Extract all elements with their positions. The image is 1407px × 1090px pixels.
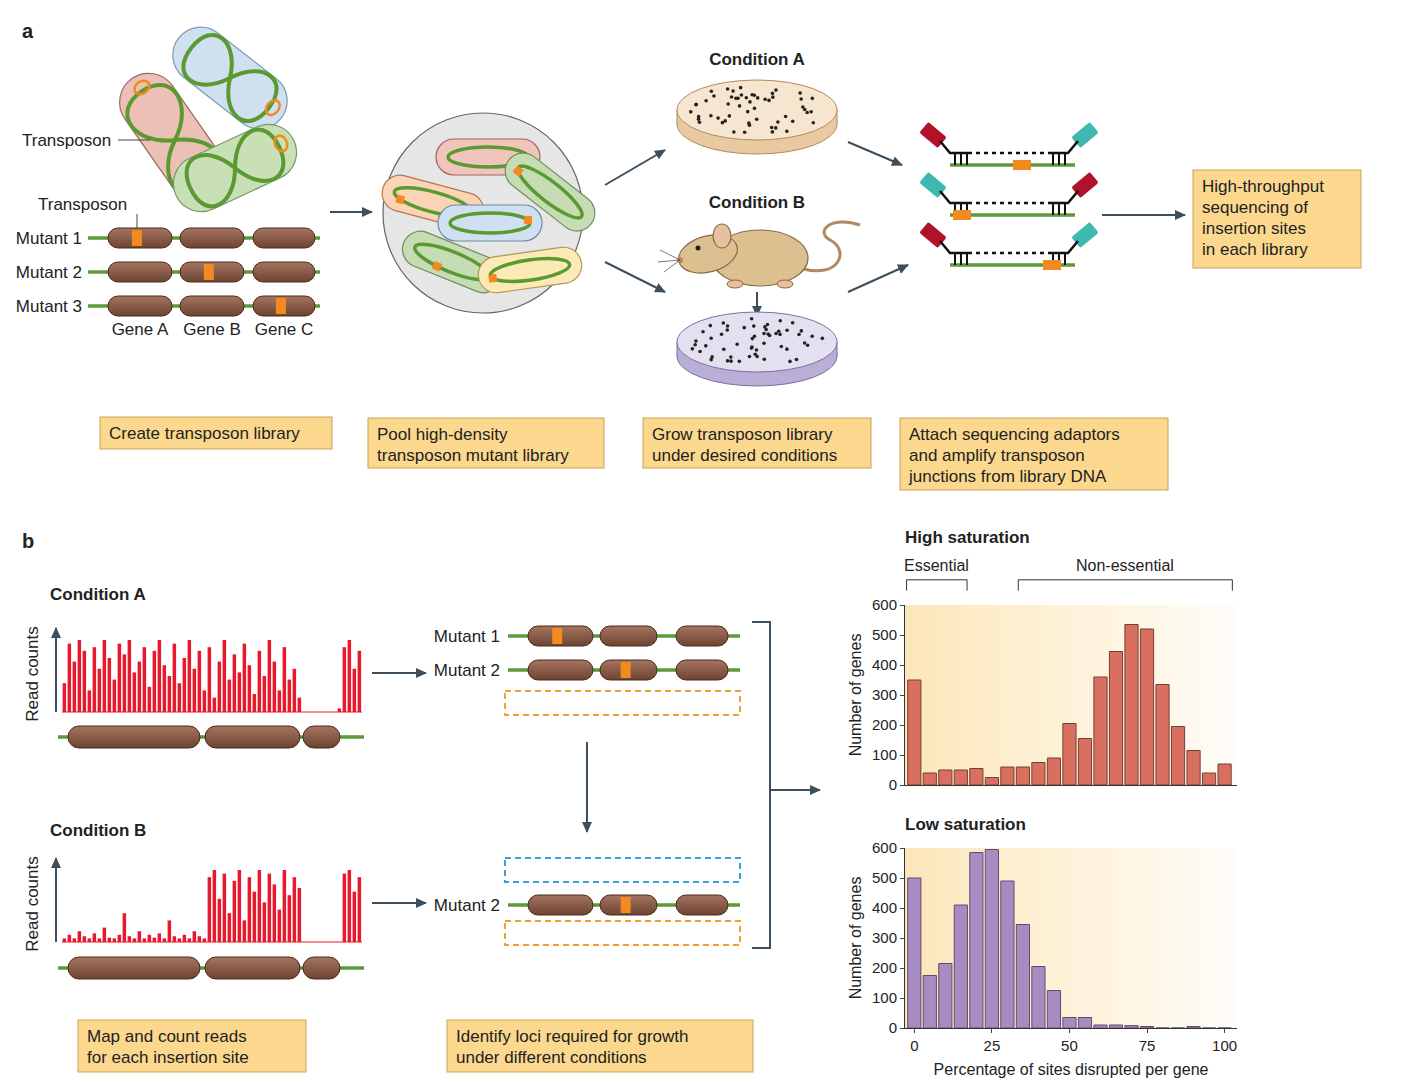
svg-text:400: 400 bbox=[872, 899, 897, 916]
svg-text:High-throughput: High-throughput bbox=[1202, 177, 1324, 196]
svg-text:Non-essential: Non-essential bbox=[1076, 557, 1174, 574]
svg-text:Mutant 2: Mutant 2 bbox=[434, 896, 500, 915]
svg-text:Condition B: Condition B bbox=[709, 193, 805, 212]
svg-text:Condition A: Condition A bbox=[709, 50, 805, 69]
svg-text:and amplify transposon: and amplify transposon bbox=[909, 446, 1085, 465]
svg-text:400: 400 bbox=[872, 656, 897, 673]
svg-text:Map and count reads: Map and count reads bbox=[87, 1027, 247, 1046]
svg-text:300: 300 bbox=[872, 929, 897, 946]
svg-text:50: 50 bbox=[1061, 1037, 1078, 1054]
svg-text:Transposon: Transposon bbox=[22, 131, 111, 150]
svg-text:Low saturation: Low saturation bbox=[905, 815, 1026, 834]
svg-text:Read counts: Read counts bbox=[23, 626, 42, 721]
svg-text:Pool high-density: Pool high-density bbox=[377, 425, 508, 444]
svg-text:Mutant 1: Mutant 1 bbox=[434, 627, 500, 646]
svg-text:transposon mutant library: transposon mutant library bbox=[377, 446, 569, 465]
svg-text:Attach sequencing adaptors: Attach sequencing adaptors bbox=[909, 425, 1120, 444]
svg-text:Mutant 2: Mutant 2 bbox=[434, 661, 500, 680]
svg-text:Gene A: Gene A bbox=[112, 320, 169, 339]
svg-text:under desired conditions: under desired conditions bbox=[652, 446, 837, 465]
svg-text:insertion sites: insertion sites bbox=[1202, 219, 1306, 238]
svg-text:100: 100 bbox=[1212, 1037, 1237, 1054]
svg-text:Condition B: Condition B bbox=[50, 821, 146, 840]
svg-text:Read counts: Read counts bbox=[23, 856, 42, 951]
svg-text:junctions from library DNA: junctions from library DNA bbox=[908, 467, 1107, 486]
svg-text:for each insertion site: for each insertion site bbox=[87, 1048, 249, 1067]
svg-text:100: 100 bbox=[872, 989, 897, 1006]
svg-text:Mutant 1: Mutant 1 bbox=[16, 229, 82, 248]
svg-text:Gene B: Gene B bbox=[183, 320, 241, 339]
svg-text:0: 0 bbox=[889, 776, 897, 793]
svg-text:Transposon: Transposon bbox=[38, 195, 127, 214]
svg-text:Identify loci required for gro: Identify loci required for growth bbox=[456, 1027, 688, 1046]
svg-text:Number of genes: Number of genes bbox=[847, 634, 864, 757]
svg-text:25: 25 bbox=[984, 1037, 1001, 1054]
svg-text:500: 500 bbox=[872, 869, 897, 886]
svg-text:600: 600 bbox=[872, 839, 897, 856]
svg-text:Percentage of sites disrupted: Percentage of sites disrupted per gene bbox=[934, 1061, 1209, 1078]
svg-text:a: a bbox=[22, 20, 34, 42]
svg-text:Essential: Essential bbox=[904, 557, 969, 574]
svg-text:sequencing of: sequencing of bbox=[1202, 198, 1308, 217]
svg-text:Create transposon library: Create transposon library bbox=[109, 424, 300, 443]
svg-text:600: 600 bbox=[872, 596, 897, 613]
svg-text:Grow transposon library: Grow transposon library bbox=[652, 425, 833, 444]
svg-text:Number of genes: Number of genes bbox=[847, 877, 864, 1000]
svg-text:0: 0 bbox=[910, 1037, 918, 1054]
svg-text:200: 200 bbox=[872, 959, 897, 976]
svg-text:300: 300 bbox=[872, 686, 897, 703]
svg-text:0: 0 bbox=[889, 1019, 897, 1036]
svg-text:in each library: in each library bbox=[1202, 240, 1308, 259]
svg-text:500: 500 bbox=[872, 626, 897, 643]
svg-text:Gene C: Gene C bbox=[255, 320, 314, 339]
svg-text:Mutant 3: Mutant 3 bbox=[16, 297, 82, 316]
svg-text:100: 100 bbox=[872, 746, 897, 763]
svg-text:High saturation: High saturation bbox=[905, 528, 1030, 547]
svg-text:under different conditions: under different conditions bbox=[456, 1048, 647, 1067]
svg-text:200: 200 bbox=[872, 716, 897, 733]
svg-text:75: 75 bbox=[1139, 1037, 1156, 1054]
svg-text:Mutant 2: Mutant 2 bbox=[16, 263, 82, 282]
svg-text:Condition A: Condition A bbox=[50, 585, 146, 604]
svg-text:b: b bbox=[22, 530, 34, 552]
